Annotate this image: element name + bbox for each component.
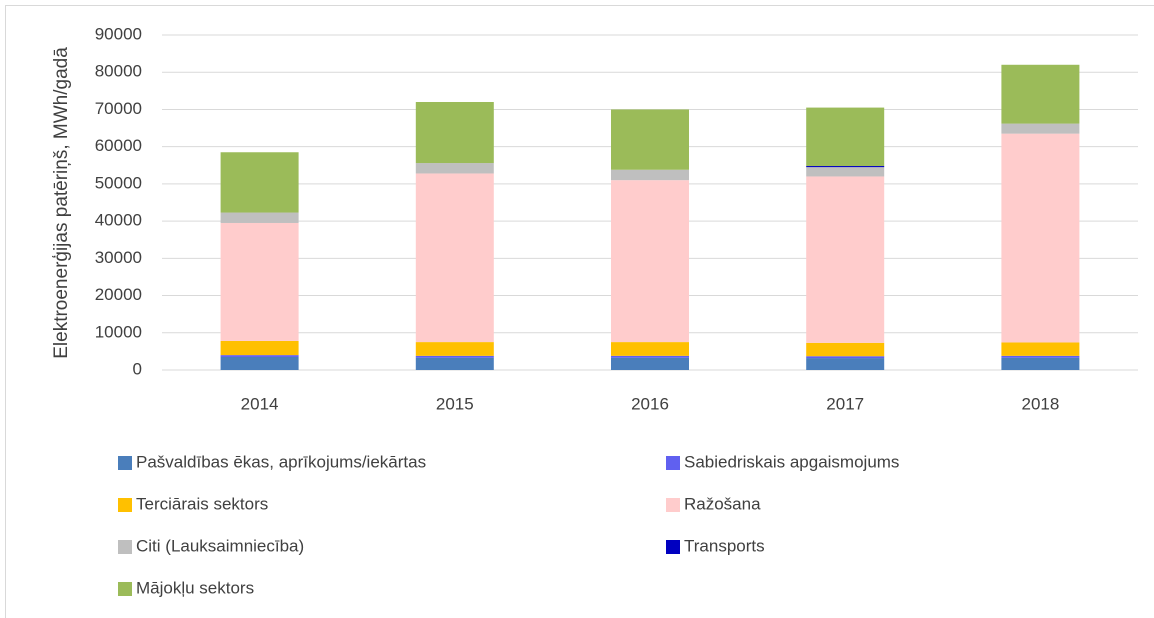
bar-segment xyxy=(806,167,885,177)
bar-segment xyxy=(806,356,885,359)
legend-swatch xyxy=(666,456,680,470)
bar-segment xyxy=(806,358,885,370)
legend-swatch xyxy=(666,540,680,554)
legend-swatch xyxy=(666,498,680,512)
y-axis-label: Elektroenerģijas patēriņš, MWh/gadā xyxy=(51,47,72,359)
x-tick-label: 2016 xyxy=(631,394,669,413)
legend-label: Citi (Lauksaimniecība) xyxy=(136,536,304,555)
bar-segment xyxy=(220,212,299,223)
bar-segment xyxy=(415,342,494,356)
bar-segment xyxy=(806,107,885,167)
x-tick-label: 2018 xyxy=(1021,394,1059,413)
bar-segment xyxy=(415,173,494,343)
bar-segment xyxy=(220,355,299,357)
legend-label: Sabiedriskais apgaismojums xyxy=(684,452,899,471)
y-tick-label: 10000 xyxy=(95,322,142,341)
bar-segment xyxy=(611,169,689,181)
legend-swatch xyxy=(118,582,132,596)
y-tick-label: 80000 xyxy=(95,62,142,81)
bar-segment xyxy=(220,152,299,213)
x-tick-label: 2015 xyxy=(436,394,474,413)
bar-segment xyxy=(415,355,494,358)
bar-segment xyxy=(415,163,494,174)
bar-segment xyxy=(611,180,689,343)
bar-segment xyxy=(1001,123,1080,134)
y-tick-label: 20000 xyxy=(95,285,142,304)
bar-segment xyxy=(611,109,689,170)
x-tick-label: 2014 xyxy=(241,394,279,413)
y-tick-label: 0 xyxy=(133,359,142,378)
bar-segment xyxy=(1001,355,1080,358)
bar-segment xyxy=(806,342,885,357)
y-tick-label: 70000 xyxy=(95,99,142,118)
bar-segment xyxy=(1001,342,1080,356)
bar-segment xyxy=(611,357,689,370)
legend-swatch xyxy=(118,456,132,470)
bar-segment xyxy=(220,356,299,370)
legend-label: Pašvaldības ēkas, aprīkojums/iekārtas xyxy=(136,452,426,471)
legend-label: Transports xyxy=(684,536,765,555)
bar-segment xyxy=(220,340,299,356)
bar-segment xyxy=(415,102,494,164)
y-tick-label: 50000 xyxy=(95,173,142,192)
bar-segment xyxy=(220,222,299,341)
legend-swatch xyxy=(118,498,132,512)
y-tick-label: 40000 xyxy=(95,211,142,230)
y-tick-label: 30000 xyxy=(95,248,142,267)
bar-segment xyxy=(611,342,689,356)
bar-segment xyxy=(1001,64,1080,124)
bar-segment xyxy=(806,166,885,168)
legend-swatch xyxy=(118,540,132,554)
x-tick-label: 2017 xyxy=(826,394,864,413)
y-tick-label: 90000 xyxy=(95,24,142,43)
y-tick-label: 60000 xyxy=(95,136,142,155)
bar-segment xyxy=(1001,357,1080,370)
bar-segment xyxy=(611,355,689,358)
legend-label: Terciārais sektors xyxy=(136,494,268,513)
legend-label: Ražošana xyxy=(684,494,761,513)
legend-label: Mājokļu sektors xyxy=(136,578,254,597)
bar-segment xyxy=(415,357,494,370)
bar-segment xyxy=(1001,133,1080,343)
chart-frame xyxy=(5,5,1154,618)
bar-segment xyxy=(806,176,885,343)
